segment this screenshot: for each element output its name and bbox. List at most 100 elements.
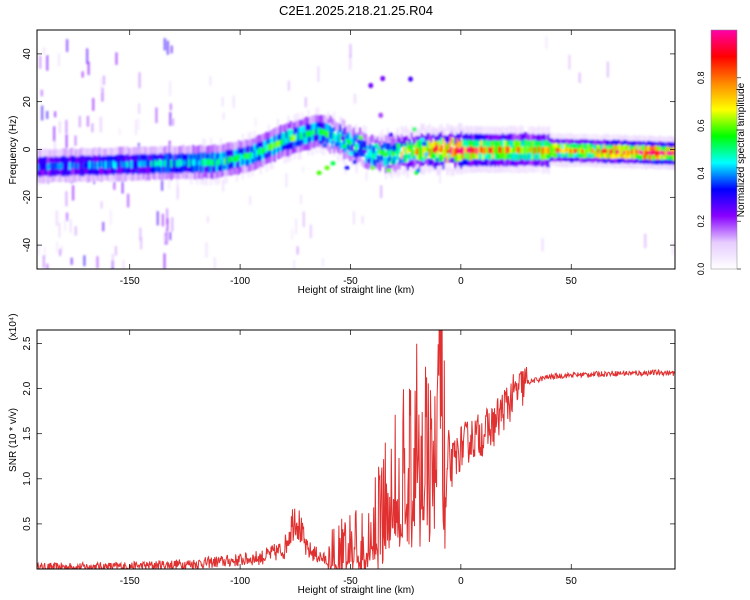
heatmap-cell	[128, 160, 131, 168]
heatmap-cell	[537, 151, 541, 160]
heatmap-cell	[462, 145, 465, 154]
heatmap-cell	[541, 159, 545, 167]
heatmap-cell	[531, 152, 535, 161]
heatmap-cell	[460, 129, 463, 137]
heatmap-cell	[601, 143, 604, 149]
heatmap-cell	[464, 138, 467, 147]
heatmap-cell	[259, 139, 262, 148]
heatmap-cell	[180, 152, 183, 160]
heatmap-cell	[664, 159, 668, 165]
heatmap-cell	[327, 123, 330, 132]
heatmap-cell	[189, 146, 193, 154]
heatmap-cell	[466, 145, 469, 153]
heatmap-cell	[211, 151, 215, 160]
heatmap-cell	[474, 158, 477, 167]
heatmap-cell	[350, 159, 354, 168]
colorbar-tick-label: 0.0	[696, 263, 706, 276]
heatmap-cell	[88, 161, 92, 169]
heatmap-speckle	[671, 240, 674, 256]
heatmap-cell	[609, 139, 612, 145]
heatmap-cell	[519, 158, 523, 166]
heatmap-cell	[390, 142, 394, 150]
heatmap-cell	[513, 153, 517, 161]
heatmap-cell	[543, 145, 547, 153]
heatmap-cell	[607, 143, 610, 150]
heatmap-cell	[364, 160, 368, 169]
heatmap-cell	[162, 165, 165, 173]
heatmap-speckle	[74, 226, 77, 236]
heatmap-speckle	[161, 213, 164, 227]
heatmap-cell	[128, 147, 131, 156]
heatmap-cell	[597, 157, 600, 164]
heatmap-cell	[541, 132, 545, 141]
heatmap-cell	[617, 144, 620, 151]
heatmap-cell	[140, 166, 143, 175]
heatmap-cell	[535, 146, 539, 154]
heatmap-cell	[317, 119, 320, 128]
heatmap-cell	[583, 138, 586, 145]
heatmap-cell	[587, 151, 590, 158]
heatmap-cell	[480, 126, 483, 134]
heatmap-cell	[174, 152, 177, 160]
heatmap-cell	[452, 168, 455, 176]
heatmap-speckle	[111, 253, 114, 267]
heatmap-cell	[424, 165, 427, 173]
heatmap-cell	[329, 130, 332, 139]
heatmap-cell	[611, 148, 614, 154]
heatmap-cell	[162, 153, 165, 161]
heatmap-cell	[311, 127, 314, 136]
heatmap-cell	[154, 152, 157, 161]
heatmap-cell	[555, 147, 558, 154]
heatmap-cell	[291, 127, 294, 135]
heatmap-cell	[623, 158, 626, 164]
y-tick-label: 0	[22, 146, 33, 152]
heatmap-cell	[666, 159, 670, 165]
chart-title: C2E1.2025.218.21.25.R04	[279, 3, 433, 18]
heatmap-cell	[98, 167, 101, 175]
heatmap-cell	[221, 144, 225, 152]
heatmap-cell	[660, 136, 664, 142]
heatmap-cell	[340, 141, 344, 150]
heatmap-cell	[315, 107, 318, 115]
heatmap-speckle	[166, 208, 169, 225]
heatmap-cell	[408, 159, 411, 167]
heatmap-cell	[488, 145, 491, 154]
heatmap-cell	[621, 157, 624, 163]
heatmap-cell	[599, 139, 602, 146]
heatmap-cell	[609, 149, 612, 155]
heatmap-cell	[668, 141, 672, 148]
heatmap-cell	[513, 125, 517, 134]
heatmap-cell	[577, 161, 580, 167]
heatmap-cell	[327, 130, 330, 139]
heatmap-blob	[316, 170, 322, 176]
spectrogram-y-label: Frequency (Hz)	[8, 116, 19, 185]
heatmap-cell	[211, 144, 215, 153]
heatmap-cell	[58, 155, 62, 163]
heatmap-cell	[603, 162, 606, 169]
heatmap-cell	[670, 142, 674, 148]
heatmap-cell	[170, 164, 173, 173]
heatmap-cell	[124, 160, 127, 168]
heatmap-cell	[633, 134, 636, 141]
heatmap-cell	[54, 168, 58, 177]
heatmap-speckle	[54, 111, 57, 118]
heatmap-cell	[440, 136, 443, 145]
heatmap-cell	[412, 149, 415, 158]
heatmap-speckle	[69, 218, 72, 233]
heatmap-speckle	[321, 258, 325, 267]
heatmap-cell	[176, 146, 179, 155]
heatmap-cell	[136, 166, 139, 175]
heatmap-cell	[219, 144, 223, 152]
heatmap-cell	[217, 163, 221, 172]
heatmap-cell	[603, 144, 606, 150]
heatmap-cell	[295, 125, 298, 134]
heatmap-cell	[424, 128, 427, 136]
heatmap-cell	[219, 156, 223, 164]
heatmap-cell	[342, 119, 346, 128]
heatmap-cell	[243, 145, 247, 153]
heatmap-cell	[309, 116, 312, 125]
heatmap-cell	[511, 126, 515, 134]
heatmap-cell	[650, 141, 654, 147]
heatmap-cell	[615, 163, 618, 169]
